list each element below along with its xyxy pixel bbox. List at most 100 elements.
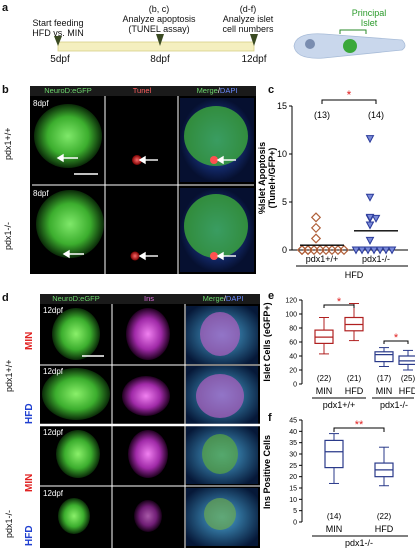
f-y-tick-label: 15 [289,486,297,493]
f-y-tick-label: 30 [289,452,297,459]
zebrafish-larva-diagram [293,29,406,59]
e-sig-bracket-1 [323,304,355,308]
f-y-tick-label: 35 [289,440,297,447]
b-header-merge: Merge/DAPI [178,86,256,96]
timeline-end-text: Analyze islet cell numbers [222,14,274,34]
timeline-end-ref: (d-f) [239,4,257,14]
c-point [371,214,381,223]
e-box [398,355,415,365]
b-row2-day: 8dpf [33,189,49,198]
c-point [365,236,375,245]
principal-islet-shape [343,39,357,53]
b-row2-genotype: pdx1-/- [3,221,13,250]
e-count: (22) [317,374,332,383]
b-arrows [56,153,236,261]
d-r4-day: 12dpf [43,489,64,498]
f-count: (22) [377,512,392,521]
d-row1-min: MIN [24,331,35,350]
timeline-mid-ref: (b, c) [148,4,170,14]
timeline-arrow-end [250,34,258,46]
c-point [302,244,314,256]
c-point [338,244,350,256]
e-box [374,351,394,363]
b-r1-merge-islet [184,106,248,166]
c-point [296,244,308,256]
e-category-label: MIN [376,386,393,396]
c-point [310,222,322,234]
e-y-tick-label: 60 [289,340,297,347]
e-sig-star-2: * [394,332,399,344]
f-y-tick-label: 40 [289,429,297,436]
e-y-tick-label: 100 [285,312,297,319]
e-y-tick-label: 0 [293,382,297,389]
c-category-label: pdx1+/+ [306,254,339,264]
c-y-label: %Islet Apoptosis(Tunel+/GFP+) [258,142,277,214]
timeline-arrow-start [54,36,62,46]
c-sig-star: * [347,88,352,102]
f-y-tick-label: 45 [289,418,297,425]
b-image-grid [30,96,256,274]
b-r2-gfp-islet [36,190,104,258]
c-point [381,246,391,255]
f-y-tick-label: 25 [289,463,297,470]
b-row1-day: 8dpf [33,99,49,108]
c-point [365,193,375,202]
f-sig-star: ** [355,419,364,431]
timeline-mid-text: Analyze apoptosis (TUNEL assay) [122,14,196,34]
timeline-mid-day: 8dpf [150,54,170,65]
e-count: (17) [377,374,392,383]
principal-islet-label: Principal Islet [351,8,387,28]
e-sig-star-1: * [337,296,342,308]
e-count: (25) [401,374,415,383]
f-y-label: Ins Positive Cells [262,435,272,509]
chart-e: 0 20 40 60 80 100 120 (22) MIN (21) HFD (17) MIN (25)… [262,296,415,410]
d-r1-day: 12dpf [43,306,64,315]
panel-label-b: b [2,84,9,96]
c-point [326,244,338,256]
c-point [365,135,375,144]
chart-f: 0 5 10 15 20 25 30 35 40 45 (14) MIN (22) HFD Ins Posi… [262,418,408,548]
e-category-label: HFD [345,386,364,396]
c-y-tick-label: 15 [277,101,287,111]
c-count: (14) [368,110,384,120]
d-row4-hfd: HFD [24,525,35,546]
d-row3-min: MIN [24,473,35,492]
f-box [324,439,344,469]
e-y-tick-label: 20 [289,368,297,375]
c-point [332,244,344,256]
c-point [351,246,361,255]
e-category-label: MIN [316,386,333,396]
c-point [320,244,332,256]
f-sig-bracket [333,427,385,432]
f-y-tick-label: 5 [293,508,297,515]
panel-label-e: e [268,290,275,302]
f-y-tick-label: 20 [289,474,297,481]
d-genotype-1: pdx1+/+ [4,359,14,392]
c-count: (13) [314,110,330,120]
c-point [363,246,373,255]
timeline-arrow-mid [156,34,164,46]
e-category-label: HFD [399,386,415,396]
timeline-bar [57,41,255,52]
c-point [308,244,320,256]
panel-label-a: a [2,2,9,14]
b-row1-genotype: pdx1+/+ [3,127,13,160]
c-point [365,213,375,222]
c-point [365,221,375,230]
c-point [369,246,379,255]
e-group-label-2: pdx1-/- [380,400,408,410]
c-point [387,246,397,255]
e-y-tick-label: 40 [289,354,297,361]
d-image-grid [40,304,260,548]
islet-bracket [339,29,367,34]
d-header-neurod: NeuroD:eGFP [40,294,112,304]
c-point [310,233,322,244]
chart-c: 0 5 10 15 %Islet Apoptosis(Tunel+/GFP+) (13) p… [258,88,408,280]
e-y-tick-label: 80 [289,326,297,333]
larva-eye [305,39,315,49]
e-group-label-1: pdx1+/+ [323,400,356,410]
c-y-tick-label: 5 [282,197,287,207]
f-count: (14) [327,512,342,521]
timeline-end-day: 12dpf [241,54,267,65]
f-category-label: HFD [375,524,394,534]
